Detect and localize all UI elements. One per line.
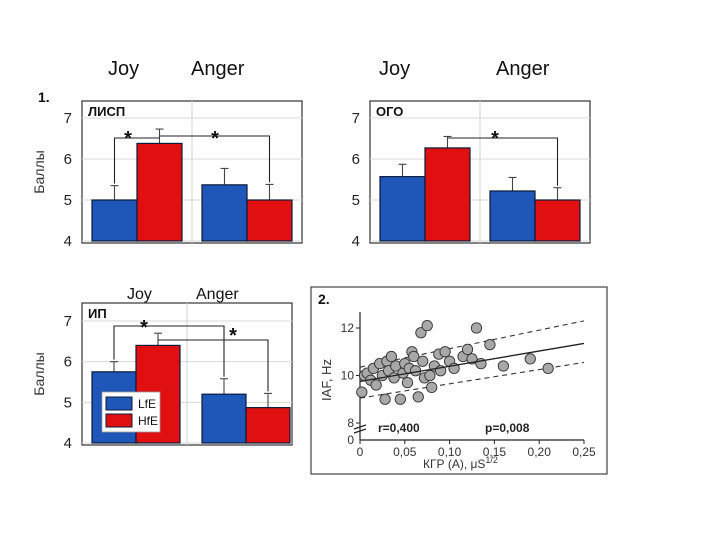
scatter-ytick-label: 10 [341, 369, 355, 383]
panel3-label-anger: Anger [196, 286, 239, 303]
panel-ogo-ytick-label: 6 [352, 151, 360, 168]
panel-ip-significance-bracket [113, 325, 225, 377]
panel3-label-joy: Joy [127, 286, 152, 303]
scatter-axis-break [353, 428, 367, 434]
panel-ip-ytick-label: 4 [64, 435, 72, 452]
panel-lisp-significance-star: * [124, 128, 132, 150]
panel-ogo-ytick-label: 7 [352, 110, 360, 127]
panel-lisp-bar [136, 142, 183, 242]
panel-ogo-bar [424, 147, 471, 242]
panel-ip-bar [245, 407, 291, 444]
panel-ip-ytick-label: 7 [64, 313, 72, 330]
scatter-point [421, 319, 433, 332]
panel1-label-anger: Anger [191, 58, 245, 80]
scatter-xlabel-main: КГР (A), μS [423, 457, 485, 471]
panel-ip-ylabel: Баллы [31, 352, 47, 395]
scatter-point [379, 393, 391, 405]
panel-scatter: 2. IAF, Hz 8 10 12 00 0,05 0,10 0,15 0,20 0,25 r… [310, 286, 608, 475]
legend-swatch-lfe [105, 396, 133, 411]
scatter-ytick-label: 8 [347, 416, 354, 430]
panel-ip-ytick-label: 5 [64, 394, 72, 411]
scatter-ytick-label-zero: 0 [347, 433, 354, 447]
legend-label-hfe: HfE [138, 414, 158, 428]
panel-lisp-ytick-label: 7 [64, 110, 72, 127]
panel-ip: ИП Баллы 4 5 6 7 * * LfE HfE [31, 302, 293, 452]
panel-lisp-significance-bracket [159, 135, 271, 183]
panel-lisp-plot: 4 5 6 7 * * [64, 101, 302, 250]
scatter-axis-break [353, 424, 367, 430]
scatter-point [370, 379, 382, 391]
panel-ogo-significance-bracket [447, 137, 559, 186]
panel-ip-significance-star: * [229, 325, 237, 347]
scatter-xtick-label: 0,10 [438, 445, 462, 459]
scatter-fit-line [359, 342, 585, 383]
scatter-xtick-label: 0,20 [528, 445, 552, 459]
panel-ogo: ОГО 4 5 6 7 * [352, 100, 591, 250]
panel2-label-joy: Joy [379, 58, 411, 80]
scatter-point [424, 369, 436, 382]
scatter-plot: 8 10 12 00 0,05 0,10 0,15 0,20 0,25 [341, 312, 596, 459]
scatter-point [415, 327, 427, 339]
panel-lisp-significance-bracket [113, 137, 160, 184]
panel-ogo-bar [534, 199, 581, 242]
panel-ogo-ytick-label: 5 [352, 192, 360, 209]
scatter-point [394, 393, 406, 405]
scatter-point [417, 355, 429, 367]
panel-ip-title: ИП [88, 306, 107, 321]
scatter-point [497, 360, 510, 372]
panel-lisp-ytick-label: 5 [64, 192, 72, 209]
scatter-p-value: p=0,008 [485, 421, 530, 435]
figure-number-2: 2. [318, 291, 330, 307]
panel-ip-significance-star: * [140, 317, 148, 339]
scatter-xtick-label: 0,15 [483, 445, 507, 459]
scatter-point [439, 346, 451, 358]
legend-label-lfe: LfE [138, 397, 156, 411]
scatter-point [426, 381, 438, 394]
scatter-r-value: r=0,400 [378, 421, 420, 435]
panel2-label-anger: Anger [496, 58, 550, 80]
scatter-point [484, 338, 496, 351]
scatter-point [401, 376, 414, 389]
panel-lisp-bar [246, 199, 293, 242]
panel-ogo-bar [489, 190, 536, 242]
figure-number-1: 1. [38, 89, 50, 105]
scatter-point [356, 386, 368, 398]
panel-lisp-significance-star: * [211, 128, 219, 150]
scatter-ci-upper [359, 320, 585, 368]
scatter-point [524, 353, 536, 365]
panel-ip-bar [201, 393, 247, 444]
panel1-label-joy: Joy [108, 58, 140, 80]
panel-lisp-ytick-label: 6 [64, 151, 72, 168]
panel-ip-significance-bracket [158, 339, 269, 392]
scatter-point [470, 322, 483, 334]
panel-ogo-plot: 4 5 6 7 * [352, 101, 590, 250]
scatter-point [408, 350, 420, 363]
panel-lisp: ЛИСП Баллы 4 5 6 7 * * [31, 100, 303, 250]
panel-lisp-ytick-label: 4 [64, 233, 72, 250]
scatter-point [461, 343, 474, 356]
panel-ogo-bar [379, 176, 426, 242]
scatter-xtick-label: 0,25 [572, 445, 596, 459]
panel-ogo-significance-star: * [491, 128, 499, 150]
panel-lisp-bar [201, 184, 248, 242]
legend-swatch-hfe [105, 413, 133, 428]
panel-ip-ytick-label: 6 [64, 354, 72, 371]
scatter-point [385, 350, 398, 363]
panel-ogo-ytick-label: 4 [352, 233, 360, 250]
scatter-xlabel-sup: 1/2 [485, 455, 498, 465]
scatter-ytick-label: 12 [341, 321, 355, 335]
panel-lisp-ylabel: Баллы [31, 150, 47, 193]
scatter-xtick-label: 0 [357, 445, 364, 459]
scatter-ylabel: IAF, Hz [319, 359, 334, 401]
panel-lisp-title: ЛИСП [88, 104, 125, 119]
scatter-point [542, 362, 554, 375]
panel-ogo-title: ОГО [376, 104, 403, 119]
scatter-xtick-label: 0,05 [393, 445, 417, 459]
scatter-xlabel: КГР (A), μS1/2 [423, 455, 498, 471]
scatter-point [412, 391, 424, 403]
panel-lisp-bar [91, 199, 138, 242]
